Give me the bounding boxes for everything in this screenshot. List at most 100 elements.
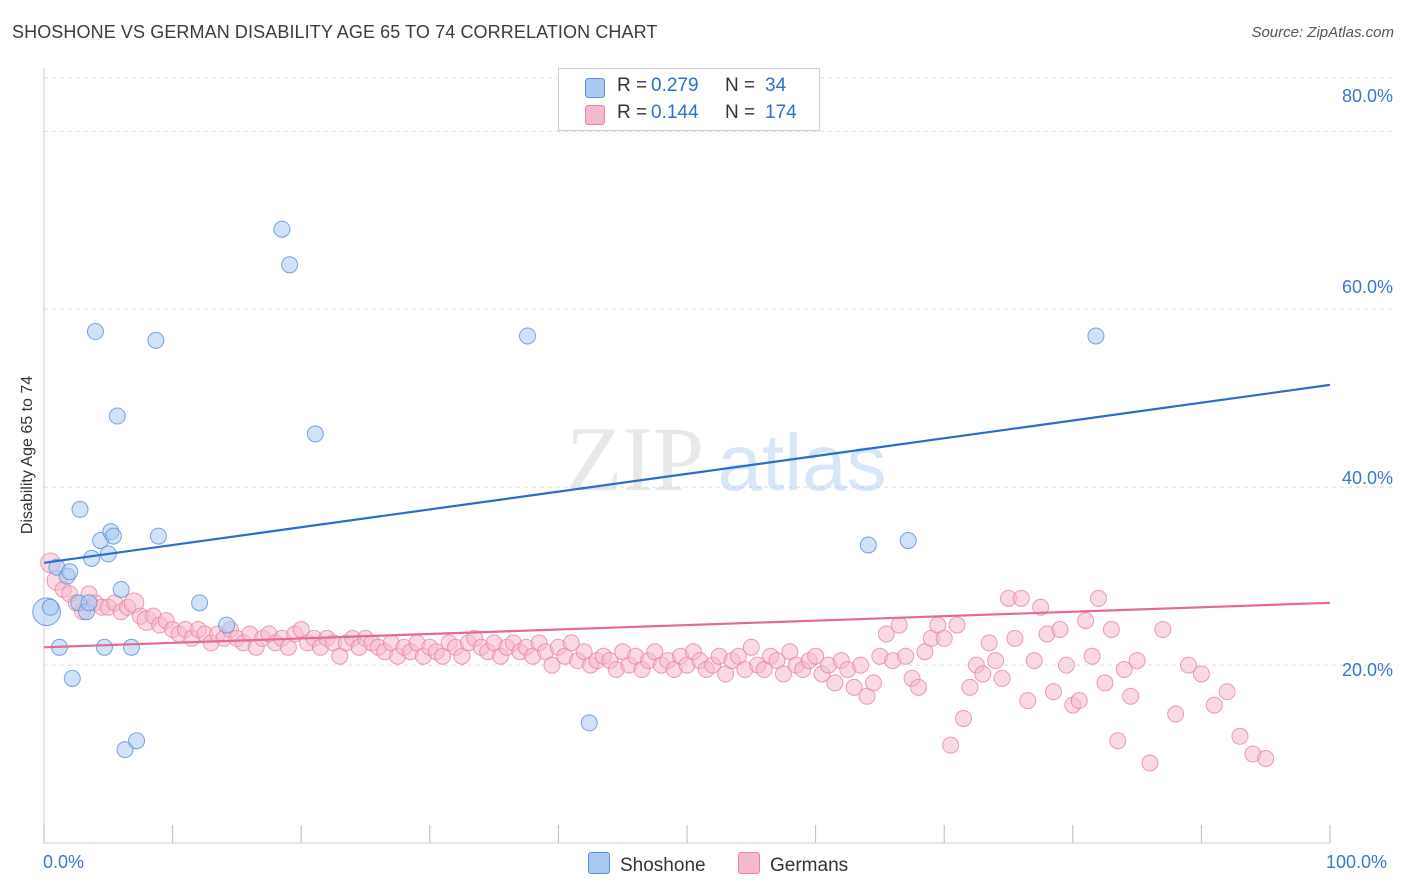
- shoshone-point: [63, 669, 81, 687]
- bottom-legend-label-shoshone: Shoshone: [620, 855, 706, 876]
- y-tick-label-80: 80.0%: [1341, 86, 1393, 106]
- shoshone-point: [1087, 327, 1105, 345]
- germans-point: [1180, 656, 1198, 674]
- bottom-legend-germans: Germans: [738, 852, 848, 877]
- germans-point: [1102, 621, 1120, 639]
- germans-point: [742, 638, 760, 656]
- shoshone-trend-line: [43, 383, 1331, 564]
- germans-point: [974, 665, 992, 683]
- shoshone-point: [899, 532, 917, 550]
- shoshone-point: [116, 741, 134, 759]
- germans-point: [1051, 621, 1069, 639]
- shoshone-point: [95, 638, 113, 656]
- shoshone-point: [306, 425, 324, 443]
- germans-point: [1012, 589, 1030, 607]
- germans-point: [807, 647, 825, 665]
- germans-point: [1070, 692, 1088, 710]
- germans-point: [1257, 749, 1275, 767]
- germans-point: [1077, 612, 1095, 630]
- axes: [43, 68, 1331, 844]
- germans-point: [1205, 696, 1223, 714]
- germans-point: [562, 634, 580, 652]
- source-label: Source: ZipAtlas.com: [1251, 24, 1394, 41]
- germans-point: [987, 652, 1005, 670]
- shoshone-point: [218, 616, 236, 634]
- watermark-atlas: atlas: [718, 418, 887, 507]
- germans-trend-line: [43, 601, 1331, 649]
- germans-point: [897, 647, 915, 665]
- shoshone-point: [519, 327, 537, 345]
- germans-point: [1083, 647, 1101, 665]
- watermark: ZIP atlas: [566, 408, 886, 510]
- shoshone-point: [61, 563, 79, 581]
- legend-swatch-shoshone: [585, 78, 605, 98]
- bottom-legend-shoshone: Shoshone: [588, 852, 706, 877]
- legend-swatch-germans: [585, 105, 605, 125]
- germans-point: [980, 634, 998, 652]
- bottom-legend-swatch-shoshone: [588, 852, 610, 874]
- shoshone-point: [281, 256, 299, 274]
- shoshone-point: [859, 536, 877, 554]
- germans-point: [935, 629, 953, 647]
- germans-point: [961, 678, 979, 696]
- bottom-legend-swatch-germans: [738, 852, 760, 874]
- shoshone-point: [108, 407, 126, 425]
- germans-point: [1019, 692, 1037, 710]
- germans-point: [954, 709, 972, 727]
- shoshone-point: [71, 500, 89, 518]
- legend-n-label: N =: [725, 102, 756, 123]
- germans-point: [1096, 674, 1114, 692]
- germans-point: [1109, 732, 1127, 750]
- chart-title: SHOSHONE VS GERMAN DISABILITY AGE 65 TO …: [12, 22, 658, 42]
- legend-n-value-germans: 174: [765, 102, 797, 123]
- germans-point: [1025, 652, 1043, 670]
- x-tick-label-min: 0.0%: [43, 852, 85, 872]
- shoshone-points: [32, 220, 1105, 759]
- germans-point: [1167, 705, 1185, 723]
- germans-point: [877, 625, 895, 643]
- shoshone-point: [122, 638, 140, 656]
- germans-point: [1006, 629, 1024, 647]
- germans-point: [890, 616, 908, 634]
- germans-point: [1192, 665, 1210, 683]
- trend-lines: [43, 383, 1331, 649]
- germans-point: [1128, 652, 1146, 670]
- y-tick-label-60: 60.0%: [1341, 277, 1393, 297]
- shoshone-point: [273, 220, 291, 238]
- germans-point: [1115, 661, 1133, 679]
- germans-point: [942, 736, 960, 754]
- shoshone-point: [83, 549, 101, 567]
- germans-point: [845, 678, 863, 696]
- germans-point: [1032, 598, 1050, 616]
- germans-point: [1122, 687, 1140, 705]
- shoshone-point: [41, 598, 59, 616]
- shoshone-point: [580, 714, 598, 732]
- shoshone-point: [191, 594, 209, 612]
- legend-r-value-germans: 0.144: [651, 102, 699, 123]
- legend-r-label: R =: [617, 75, 648, 96]
- germans-point: [774, 665, 792, 683]
- germans-point: [826, 674, 844, 692]
- gridlines: [44, 77, 1392, 666]
- germans-point: [948, 616, 966, 634]
- legend: R = 0.279 N = 34 R = 0.144 N = 174: [558, 68, 820, 131]
- germans-point: [864, 674, 882, 692]
- germans-point: [852, 656, 870, 674]
- germans-point: [909, 678, 927, 696]
- germans-point: [1141, 754, 1159, 772]
- y-tick-label-40: 40.0%: [1341, 468, 1393, 488]
- germans-point: [543, 656, 561, 674]
- y-tick-label-20: 20.0%: [1341, 660, 1393, 680]
- legend-r-label: R =: [617, 102, 648, 123]
- germans-point: [1045, 683, 1063, 701]
- shoshone-point: [86, 323, 104, 341]
- shoshone-point: [112, 580, 130, 598]
- legend-r-value-shoshone: 0.279: [651, 75, 699, 96]
- germans-point: [1218, 683, 1236, 701]
- legend-n-value-shoshone: 34: [765, 75, 787, 96]
- watermark-zip: ZIP: [566, 408, 704, 510]
- x-tick-label-max: 100.0%: [1326, 852, 1388, 872]
- germans-point: [993, 669, 1011, 687]
- germans-point: [1057, 656, 1075, 674]
